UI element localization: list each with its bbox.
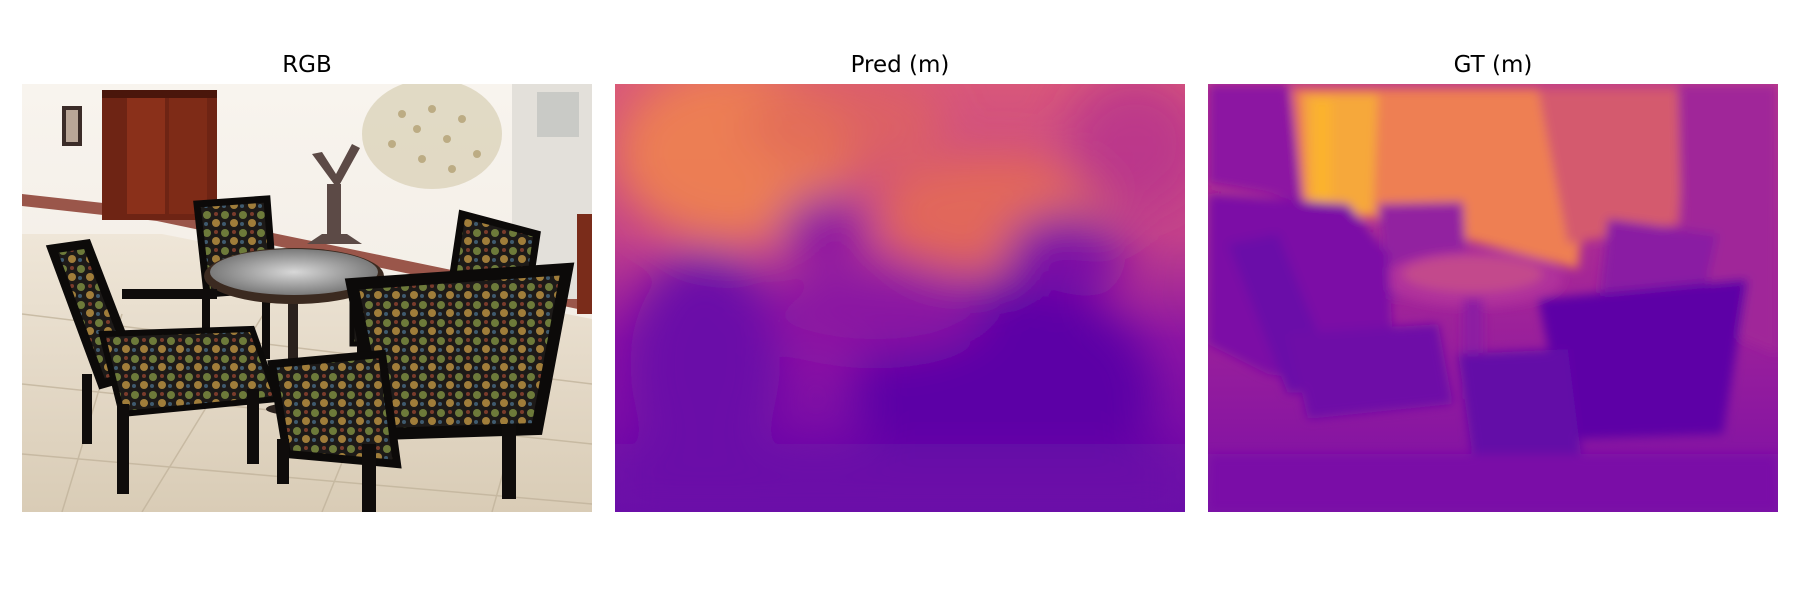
ground-truth-depth-map	[1208, 84, 1778, 512]
rgb-photo	[22, 84, 592, 512]
rgb-panel: RGB	[22, 46, 592, 512]
ground-truth-panel: GT (m)	[1208, 46, 1778, 512]
prediction-panel-title: Pred (m)	[615, 46, 1185, 84]
prediction-panel: Pred (m)	[615, 46, 1185, 512]
predicted-depth-map	[615, 84, 1185, 512]
rgb-panel-title: RGB	[22, 46, 592, 84]
ground-truth-panel-title: GT (m)	[1208, 46, 1778, 84]
